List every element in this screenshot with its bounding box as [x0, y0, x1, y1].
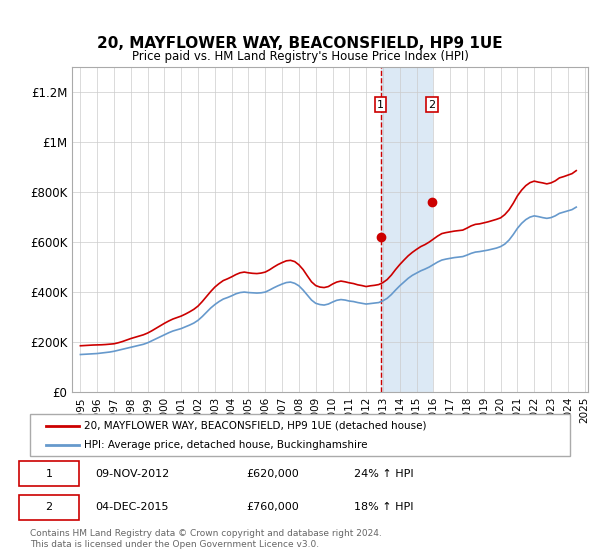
- FancyBboxPatch shape: [30, 414, 570, 456]
- Text: 1: 1: [46, 469, 52, 479]
- Text: Price paid vs. HM Land Registry's House Price Index (HPI): Price paid vs. HM Land Registry's House …: [131, 50, 469, 63]
- Text: 20, MAYFLOWER WAY, BEACONSFIELD, HP9 1UE (detached house): 20, MAYFLOWER WAY, BEACONSFIELD, HP9 1UE…: [84, 421, 427, 431]
- Text: £620,000: £620,000: [246, 469, 299, 479]
- Text: 20, MAYFLOWER WAY, BEACONSFIELD, HP9 1UE: 20, MAYFLOWER WAY, BEACONSFIELD, HP9 1UE: [97, 36, 503, 52]
- Text: 18% ↑ HPI: 18% ↑ HPI: [354, 502, 413, 512]
- Text: Contains HM Land Registry data © Crown copyright and database right 2024.
This d: Contains HM Land Registry data © Crown c…: [30, 529, 382, 549]
- Text: 24% ↑ HPI: 24% ↑ HPI: [354, 469, 413, 479]
- Text: 04-DEC-2015: 04-DEC-2015: [95, 502, 168, 512]
- FancyBboxPatch shape: [19, 461, 79, 486]
- Text: £760,000: £760,000: [246, 502, 299, 512]
- Bar: [380, 67, 432, 392]
- Text: HPI: Average price, detached house, Buckinghamshire: HPI: Average price, detached house, Buck…: [84, 440, 367, 450]
- Text: 1: 1: [377, 100, 384, 110]
- Text: 2: 2: [428, 100, 436, 110]
- Text: 2: 2: [46, 502, 52, 512]
- FancyBboxPatch shape: [19, 494, 79, 520]
- Text: 09-NOV-2012: 09-NOV-2012: [95, 469, 169, 479]
